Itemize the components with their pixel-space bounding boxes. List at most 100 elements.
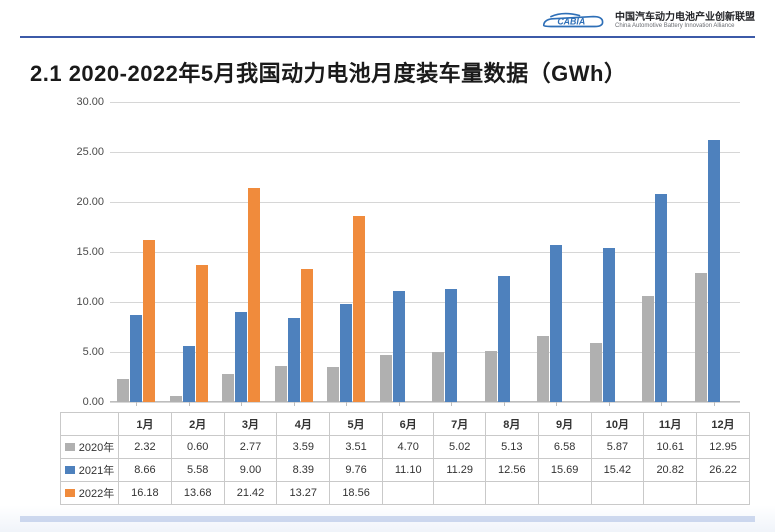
table-cell: 12.95	[697, 436, 750, 459]
x-tick	[241, 402, 242, 406]
legend-label: 2022年	[79, 485, 114, 501]
logo: CABIA 中国汽车动力电池产业创新联盟 China Automotive Ba…	[539, 10, 755, 32]
table-cell	[591, 482, 644, 505]
plot-area	[110, 102, 740, 402]
x-tick	[504, 402, 505, 406]
bar	[143, 240, 155, 402]
bar	[170, 396, 182, 402]
gridline	[110, 102, 740, 103]
table-col-header: 4月	[277, 413, 330, 436]
bar	[117, 379, 129, 402]
table-col-header: 8月	[485, 413, 538, 436]
table-col-header: 1月	[119, 413, 172, 436]
logo-word: CABIA	[557, 16, 585, 26]
table-col-header: 6月	[382, 413, 433, 436]
table-cell: 9.00	[224, 459, 277, 482]
page-title: 2.1 2020-2022年5月我国动力电池月度装车量数据（GWh）	[30, 56, 626, 88]
table-row: 2021年8.665.589.008.399.7611.1011.2912.56…	[61, 459, 750, 482]
bar	[642, 296, 654, 402]
series-legend-cell: 2021年	[61, 459, 119, 482]
table-cell: 15.42	[591, 459, 644, 482]
bar	[708, 140, 720, 402]
bar	[695, 273, 707, 403]
table-cell: 6.58	[538, 436, 591, 459]
series-legend-cell: 2022年	[61, 482, 119, 505]
y-tick-label: 0.00	[60, 396, 104, 408]
x-tick	[609, 402, 610, 406]
bar	[590, 343, 602, 402]
table-cell: 2.32	[119, 436, 172, 459]
table-cell: 10.61	[644, 436, 697, 459]
bar	[485, 351, 497, 402]
y-tick-label: 5.00	[60, 346, 104, 358]
bar	[353, 216, 365, 402]
table-cell: 16.18	[119, 482, 172, 505]
gridline	[110, 202, 740, 203]
legend-label: 2020年	[79, 439, 114, 455]
gridline	[110, 152, 740, 153]
bar	[301, 269, 313, 402]
y-tick-label: 30.00	[60, 96, 104, 108]
table-cell: 8.39	[277, 459, 330, 482]
y-tick-label: 25.00	[60, 146, 104, 158]
table-cell: 3.51	[330, 436, 383, 459]
table-cell: 5.87	[591, 436, 644, 459]
y-tick-label: 20.00	[60, 196, 104, 208]
table-col-header: 12月	[697, 413, 750, 436]
table-cell: 15.69	[538, 459, 591, 482]
table-col-header: 2月	[171, 413, 224, 436]
table-col-header: 9月	[538, 413, 591, 436]
table-cell: 12.56	[485, 459, 538, 482]
x-tick	[714, 402, 715, 406]
table-row: 2022年16.1813.6821.4213.2718.56	[61, 482, 750, 505]
table-cell: 5.13	[485, 436, 538, 459]
table-cell	[697, 482, 750, 505]
table-cell	[538, 482, 591, 505]
table-cell: 5.58	[171, 459, 224, 482]
bar	[235, 312, 247, 402]
table-col-header: 7月	[434, 413, 485, 436]
table-cell: 18.56	[330, 482, 383, 505]
bar	[550, 245, 562, 402]
bar	[248, 188, 260, 402]
x-tick	[556, 402, 557, 406]
table-col-header: 5月	[330, 413, 383, 436]
x-tick	[451, 402, 452, 406]
table-cell: 2.77	[224, 436, 277, 459]
table-cell	[644, 482, 697, 505]
footer-bar	[20, 516, 755, 522]
table-cell: 13.68	[171, 482, 224, 505]
x-tick	[189, 402, 190, 406]
data-table: 1月2月3月4月5月6月7月8月9月10月11月12月2020年2.320.60…	[60, 412, 750, 505]
legend-swatch	[65, 489, 75, 497]
legend-swatch	[65, 443, 75, 451]
x-tick	[346, 402, 347, 406]
x-tick	[661, 402, 662, 406]
header-rule	[20, 36, 755, 38]
bar	[222, 374, 234, 402]
table-col-header: 3月	[224, 413, 277, 436]
series-legend-cell: 2020年	[61, 436, 119, 459]
table-cell: 11.29	[434, 459, 485, 482]
table-col-header: 10月	[591, 413, 644, 436]
gridline	[110, 402, 740, 403]
bar	[130, 315, 142, 402]
table-cell: 5.02	[434, 436, 485, 459]
x-tick	[136, 402, 137, 406]
table-row: 2020年2.320.602.773.593.514.705.025.136.5…	[61, 436, 750, 459]
bar	[183, 346, 195, 402]
table-cell: 0.60	[171, 436, 224, 459]
table-cell: 26.22	[697, 459, 750, 482]
gridline	[110, 252, 740, 253]
y-tick-label: 10.00	[60, 296, 104, 308]
legend-label: 2021年	[79, 462, 114, 478]
page-root: CABIA 中国汽车动力电池产业创新联盟 China Automotive Ba…	[0, 0, 775, 532]
table-corner	[61, 413, 119, 436]
bar	[498, 276, 510, 402]
table-header-row: 1月2月3月4月5月6月7月8月9月10月11月12月	[61, 413, 750, 436]
bar	[275, 366, 287, 402]
table-cell: 3.59	[277, 436, 330, 459]
table-cell: 9.76	[330, 459, 383, 482]
table-cell: 13.27	[277, 482, 330, 505]
bar	[432, 352, 444, 402]
